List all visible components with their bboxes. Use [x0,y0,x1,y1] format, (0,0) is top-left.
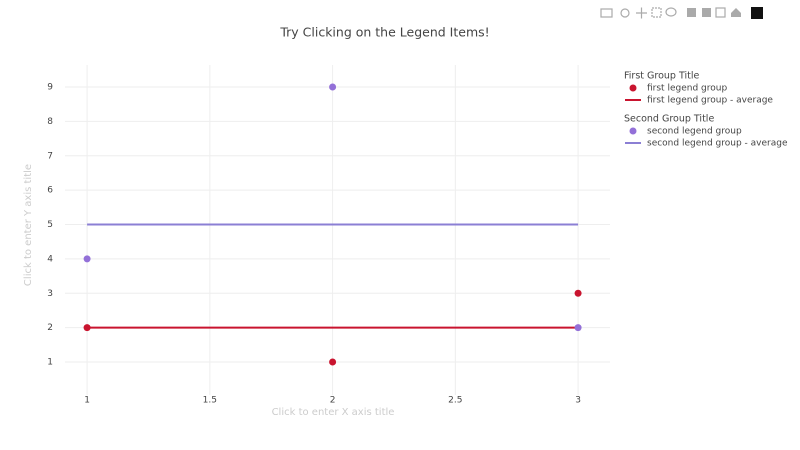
legend-item[interactable]: first legend group [647,84,727,94]
zoom-in-icon[interactable] [687,8,696,17]
x-axis-title: Click to enter X axis title [272,407,395,418]
y-tick-label: 6 [47,186,53,196]
legend-swatch [629,127,637,135]
zoom-out-icon[interactable] [702,8,711,17]
zoom-icon[interactable] [620,8,630,18]
y-tick-label: 3 [47,289,53,299]
x-tick-label: 1.5 [203,396,217,406]
point [329,83,337,91]
pan-icon[interactable] [636,7,647,19]
autoscale-icon[interactable] [715,7,726,18]
x-tick-label: 2.5 [448,396,462,406]
x-tick-label: 3 [575,396,581,406]
legend-item[interactable]: second legend group [647,127,742,137]
y-tick-label: 8 [47,117,53,127]
camera-icon[interactable] [600,8,613,18]
chart-title: Try Clicking on the Legend Items! [279,25,489,40]
legend-item[interactable]: second legend group - average [647,139,788,149]
lasso-icon[interactable] [665,7,677,17]
plotly-logo[interactable] [751,7,763,19]
y-tick-label: 4 [47,254,53,264]
legend-item[interactable]: first legend group - average [647,96,773,106]
y-axis-title: Click to enter Y axis title [23,164,34,286]
select-icon[interactable] [651,7,662,18]
y-tick-label: 2 [47,323,53,333]
y-tick-label: 5 [47,220,53,230]
legend-group-title: First Group Title [624,71,699,82]
point [574,289,582,297]
point [329,358,337,366]
x-tick-label: 2 [330,396,336,406]
reset-icon[interactable] [731,8,741,17]
legend-swatch [629,84,637,92]
y-tick-label: 9 [47,83,53,93]
legend-group-title: Second Group Title [624,114,714,125]
point [574,324,582,332]
modebar [600,7,763,19]
y-tick-label: 7 [47,151,53,161]
point [83,255,91,263]
x-tick-label: 1 [84,396,90,406]
y-tick-label: 1 [47,358,53,368]
